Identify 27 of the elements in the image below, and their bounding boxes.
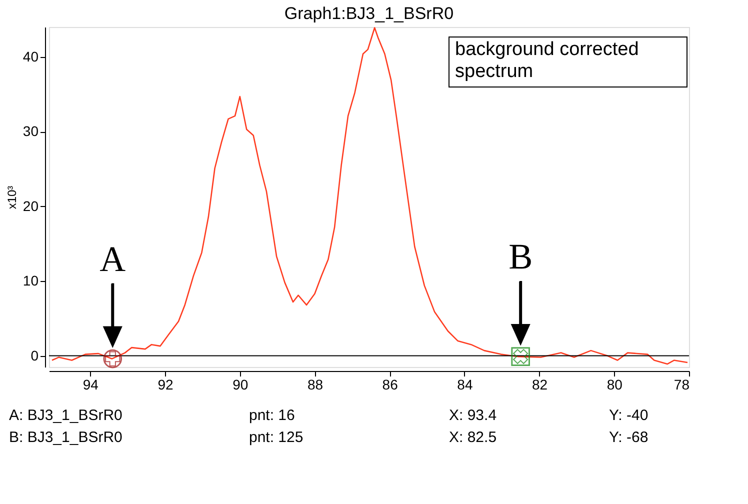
y-tick-label: 30 xyxy=(22,123,39,140)
x-tick-label: 86 xyxy=(382,376,398,392)
text: X: 82.5 xyxy=(449,429,497,446)
text: pnt: 125 xyxy=(249,429,304,446)
text: Y: -40 xyxy=(609,407,648,424)
x-tick-label: 78 xyxy=(674,376,690,392)
x-tick-label: 88 xyxy=(307,376,324,392)
x-tick-label: 82 xyxy=(532,376,548,392)
text: A: BJ3_1_BSrR0 xyxy=(9,407,122,424)
x-tick-label: 94 xyxy=(82,376,99,392)
chart-title: Graph1:BJ3_1_BSrR0 xyxy=(284,4,454,23)
y-axis-title: x10³ xyxy=(4,186,19,210)
x-tick-label: 84 xyxy=(457,376,473,392)
annotation: background corrected spectrum xyxy=(455,39,639,82)
text: X: 93.4 xyxy=(449,407,497,424)
text: pnt: 16 xyxy=(249,407,295,424)
y-tick-label: 0 xyxy=(30,347,39,364)
y-tick-label: 20 xyxy=(22,198,39,214)
annotation: A xyxy=(100,238,126,279)
x-tick-label: 80 xyxy=(606,376,623,392)
x-tick-label: 92 xyxy=(158,376,174,392)
annotation: B xyxy=(508,236,533,277)
text: B: BJ3_1_BSrR0 xyxy=(9,429,122,446)
y-tick-label: 10 xyxy=(22,272,39,289)
y-tick-label: 40 xyxy=(22,48,39,64)
text: Y: -68 xyxy=(609,429,648,446)
x-tick-label: 90 xyxy=(232,376,248,392)
